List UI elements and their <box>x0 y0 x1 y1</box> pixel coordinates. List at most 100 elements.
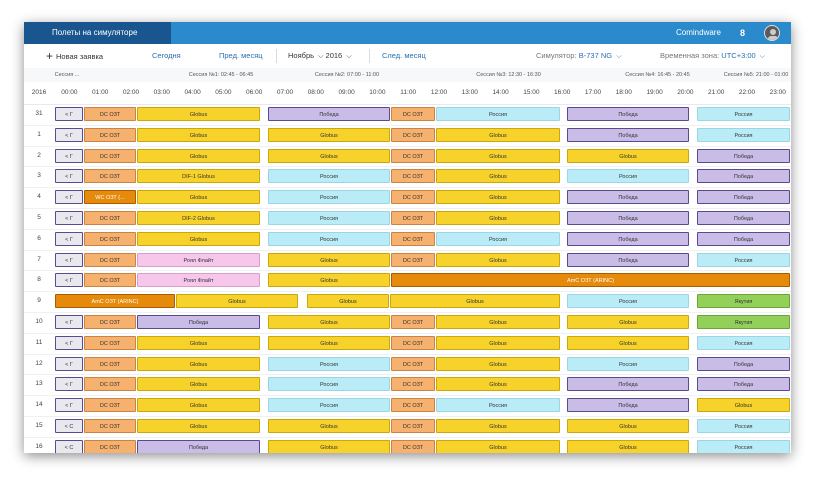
booking-block[interactable]: Россия <box>567 169 689 184</box>
booking-block[interactable]: Globus <box>137 148 260 163</box>
booking-block[interactable]: Globus <box>268 439 390 453</box>
booking-block[interactable]: DC ОЗТ <box>84 439 136 453</box>
booking-block[interactable]: Globus <box>436 439 560 453</box>
booking-block[interactable]: Россия <box>268 211 390 225</box>
month-select[interactable]: Ноябрь ⌵ 2016 ⌵ <box>288 44 352 68</box>
booking-block[interactable]: Победа <box>697 356 790 371</box>
booking-block[interactable]: DC ОЗТ <box>391 356 435 371</box>
prev-session-block[interactable]: < Г <box>55 190 83 205</box>
booking-block[interactable]: Globus <box>268 419 390 433</box>
prev-session-block[interactable]: < Г <box>55 356 83 371</box>
booking-block[interactable]: Россия <box>697 252 790 267</box>
prev-session-block[interactable]: < Г <box>55 211 83 225</box>
booking-block[interactable]: Globus <box>137 107 260 121</box>
simulator-select[interactable]: Симулятор: B-737 NG ⌵ <box>536 44 622 68</box>
booking-block[interactable]: Россия <box>436 231 560 246</box>
booking-block[interactable]: DC ОЗТ <box>84 335 136 350</box>
prev-session-block[interactable]: < Г <box>55 107 83 121</box>
booking-block[interactable]: Россия <box>268 398 390 413</box>
booking-block[interactable]: Globus <box>436 211 560 225</box>
booking-block[interactable]: DC ОЗТ <box>84 169 136 184</box>
booking-block[interactable]: Globus <box>137 377 260 392</box>
booking-block[interactable]: DC ОЗТ <box>391 419 435 433</box>
booking-block[interactable]: DC ОЗТ <box>391 190 435 205</box>
booking-block[interactable]: Россия <box>268 231 390 246</box>
booking-block[interactable]: DC ОЗТ <box>391 148 435 163</box>
booking-block[interactable]: Россия <box>436 107 560 121</box>
booking-block[interactable]: Победа <box>697 148 790 163</box>
booking-block[interactable]: Globus <box>436 315 560 329</box>
booking-block[interactable]: DC ОЗТ <box>391 231 435 246</box>
booking-block[interactable]: Победа <box>137 439 260 453</box>
prev-session-block[interactable]: < Г <box>55 231 83 246</box>
booking-block[interactable]: Globus <box>137 127 260 142</box>
notification-badge[interactable]: 8 <box>740 28 746 38</box>
prev-session-block[interactable]: < С <box>55 439 83 453</box>
booking-block[interactable]: Globus <box>436 419 560 433</box>
booking-block[interactable]: DC ОЗТ <box>84 419 136 433</box>
booking-block[interactable]: Globus <box>137 398 260 413</box>
booking-block[interactable]: Победа <box>567 377 689 392</box>
booking-block[interactable]: DC ОЗТ <box>391 315 435 329</box>
booking-block[interactable]: DC ОЗТ <box>84 211 136 225</box>
booking-block[interactable]: Россия <box>567 356 689 371</box>
prev-session-block[interactable]: < Г <box>55 148 83 163</box>
booking-block[interactable]: Якутия <box>697 315 790 329</box>
booking-block[interactable]: DC ОЗТ <box>84 107 136 121</box>
booking-block[interactable]: Победа <box>697 211 790 225</box>
booking-block[interactable]: Globus <box>268 273 390 288</box>
booking-block[interactable]: Globus <box>137 231 260 246</box>
prev-session-block[interactable]: < Г <box>55 315 83 329</box>
booking-block[interactable]: Россия <box>697 419 790 433</box>
booking-block[interactable]: DC ОЗТ <box>84 127 136 142</box>
booking-block[interactable]: DC ОЗТ <box>391 377 435 392</box>
booking-block[interactable]: WC ОЗТ (... <box>84 190 136 205</box>
prev-session-block[interactable]: < Г <box>55 273 83 288</box>
timezone-select[interactable]: Временная зона: UTC+3:00 ⌵ <box>660 44 765 68</box>
booking-block[interactable]: DC ОЗТ <box>391 335 435 350</box>
next-month-button[interactable]: След. месяц <box>382 51 426 60</box>
booking-block[interactable]: Победа <box>567 127 689 142</box>
booking-block[interactable]: Победа <box>697 377 790 392</box>
booking-block[interactable]: AmC ОЗТ (ARINC) <box>55 294 175 309</box>
booking-block[interactable]: Globus <box>697 398 790 413</box>
booking-block[interactable]: Россия <box>268 377 390 392</box>
booking-block[interactable]: DC ОЗТ <box>391 107 435 121</box>
booking-block[interactable]: Globus <box>436 356 560 371</box>
booking-block[interactable]: DC ОЗТ <box>84 315 136 329</box>
booking-block[interactable]: Россия <box>697 127 790 142</box>
prev-session-block[interactable]: < Г <box>55 377 83 392</box>
booking-block[interactable]: Победа <box>567 398 689 413</box>
booking-block[interactable]: DC ОЗТ <box>84 377 136 392</box>
booking-block[interactable]: DC ОЗТ <box>391 211 435 225</box>
booking-block[interactable]: Globus <box>268 335 390 350</box>
prev-month-button[interactable]: Пред. месяц <box>219 51 263 60</box>
booking-block[interactable]: Globus <box>436 377 560 392</box>
booking-block[interactable]: Победа <box>567 107 689 121</box>
booking-block[interactable]: DC ОЗТ <box>84 252 136 267</box>
booking-block[interactable]: Globus <box>567 148 689 163</box>
booking-block[interactable]: Победа <box>567 252 689 267</box>
booking-block[interactable]: DIF-2 Globus <box>137 211 260 225</box>
booking-block[interactable]: Globus <box>137 356 260 371</box>
booking-block[interactable]: DC ОЗТ <box>84 231 136 246</box>
today-button[interactable]: Сегодня <box>152 51 181 60</box>
booking-block[interactable]: Россия <box>697 335 790 350</box>
booking-block[interactable]: Россия <box>567 294 689 309</box>
booking-block[interactable]: Globus <box>567 439 689 453</box>
booking-block[interactable]: AmC ОЗТ (ARINC) <box>391 273 790 288</box>
booking-block[interactable]: Победа <box>697 231 790 246</box>
booking-block[interactable]: Роял Флайт <box>137 273 260 288</box>
new-request-button[interactable]: + Новая заявка <box>46 44 103 68</box>
booking-block[interactable]: Globus <box>436 127 560 142</box>
booking-block[interactable]: Якутия <box>697 294 790 309</box>
booking-block[interactable]: Россия <box>268 169 390 184</box>
booking-block[interactable]: Globus <box>390 294 560 309</box>
booking-block[interactable]: DC ОЗТ <box>84 148 136 163</box>
booking-block[interactable]: DC ОЗТ <box>84 273 136 288</box>
app-title[interactable]: Полеты на симуляторе <box>24 22 171 44</box>
booking-block[interactable]: Победа <box>697 169 790 184</box>
booking-block[interactable]: Россия <box>436 398 560 413</box>
booking-block[interactable]: Россия <box>268 190 390 205</box>
booking-block[interactable]: Победа <box>268 107 390 121</box>
